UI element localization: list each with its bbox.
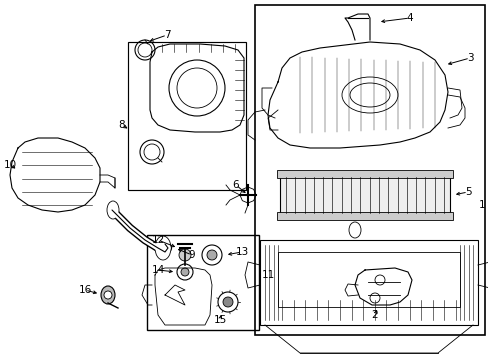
- Text: 1: 1: [478, 200, 484, 210]
- Bar: [276, 212, 452, 220]
- Text: 2: 2: [371, 310, 378, 320]
- Text: 15: 15: [213, 315, 226, 325]
- Text: 12: 12: [151, 235, 164, 245]
- Text: 14: 14: [151, 265, 164, 275]
- Ellipse shape: [223, 297, 232, 307]
- Text: 11: 11: [261, 270, 274, 280]
- Bar: [147, 235, 259, 330]
- Ellipse shape: [206, 250, 217, 260]
- Text: 5: 5: [464, 187, 470, 197]
- Text: 10: 10: [3, 160, 17, 170]
- Text: 4: 4: [406, 13, 412, 23]
- Bar: [128, 42, 245, 190]
- Ellipse shape: [104, 291, 112, 299]
- Ellipse shape: [177, 264, 193, 280]
- Text: 7: 7: [163, 30, 170, 40]
- Bar: [278, 252, 459, 307]
- Text: 3: 3: [466, 53, 472, 63]
- Text: 13: 13: [235, 247, 248, 257]
- Ellipse shape: [101, 286, 115, 304]
- Ellipse shape: [348, 222, 360, 238]
- Bar: [260, 240, 477, 325]
- Text: 6: 6: [232, 180, 239, 190]
- Text: 16: 16: [78, 285, 91, 295]
- Text: 9: 9: [188, 250, 195, 260]
- Bar: [254, 5, 484, 335]
- Bar: [280, 175, 449, 215]
- Polygon shape: [240, 187, 256, 203]
- Ellipse shape: [202, 245, 222, 265]
- Ellipse shape: [107, 201, 119, 219]
- Text: 8: 8: [119, 120, 125, 130]
- Bar: [276, 170, 452, 178]
- Ellipse shape: [155, 236, 171, 260]
- Ellipse shape: [218, 292, 238, 312]
- Ellipse shape: [181, 268, 189, 276]
- Ellipse shape: [179, 249, 191, 261]
